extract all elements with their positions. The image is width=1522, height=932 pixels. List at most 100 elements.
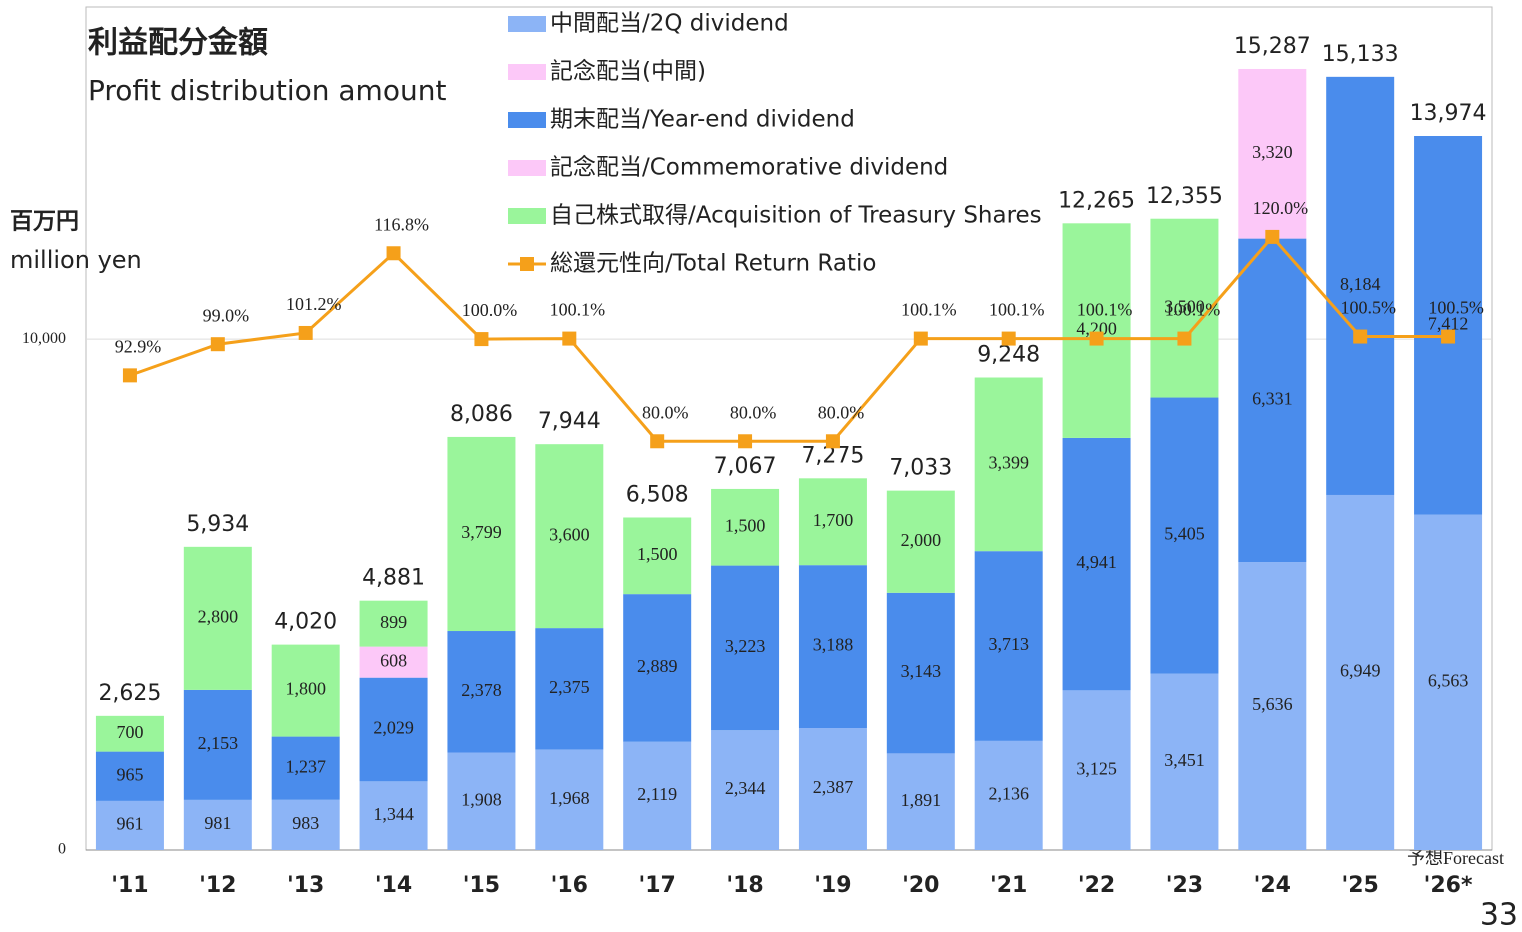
ratio-label: 80.0% [818,402,865,422]
segment-label: 4,200 [1076,319,1117,339]
bar-segment [1326,494,1395,850]
segment-label: 6,331 [1252,388,1293,408]
page-number: 33 [1480,898,1518,932]
bar-segment [271,736,340,800]
segment-label: 608 [380,650,407,670]
total-label: 5,934 [186,512,249,537]
bar-segment [711,565,780,731]
total-label: 7,033 [889,456,952,481]
x-tick-label: '21 [990,873,1027,898]
bar-segment [1150,218,1219,398]
total-label: 4,881 [362,566,425,591]
bar-segment [359,600,428,647]
legend-label: 記念配当/Commemorative dividend [550,155,948,181]
ratio-marker [386,246,401,261]
bar-segment [798,478,867,566]
segment-label: 1,891 [901,790,942,810]
segment-label: 2,029 [373,718,414,738]
ratio-label: 100.1% [1077,300,1133,320]
bar-segment [271,799,340,850]
ratio-label: 100.1% [901,300,957,320]
x-tick-label: '26* [1424,873,1473,898]
bar-segment [447,436,516,632]
total-label: 15,287 [1234,34,1311,59]
bar-segment [974,377,1043,552]
bar-segment [183,799,252,850]
segment-label: 981 [204,813,231,833]
segment-label: 2,119 [637,784,677,804]
x-tick-label: '13 [287,873,324,898]
ratio-marker [474,332,489,347]
bar-segment [359,677,428,782]
segment-label: 5,636 [1252,694,1293,714]
segment-label: 5,405 [1164,524,1205,544]
bar-segment [535,749,604,850]
bar-segment [535,444,604,629]
bar-segment [183,689,252,800]
ratio-label: 100.5% [1340,298,1396,318]
total-label: 7,067 [714,454,777,479]
bar-segment [95,715,164,752]
bar-segment [271,644,340,737]
segment-label: 2,375 [549,677,590,697]
x-tick-label: '15 [463,873,500,898]
segment-label: 2,136 [988,784,1029,804]
bar-segment [1062,223,1131,438]
segment-label: 3,125 [1076,758,1117,778]
ratio-label: 116.8% [374,214,429,234]
bar-segment [183,546,252,690]
legend-label: 総還元性向/Total Return Ratio [550,251,876,277]
ratio-marker [210,337,225,352]
y-axis-label: 百万円 [10,209,79,235]
segment-label: 3,223 [725,636,766,656]
legend-marker [520,257,534,271]
segment-label: 2,387 [813,777,854,797]
ratio-marker [1177,331,1192,346]
x-tick-label: '17 [639,873,676,898]
segment-label: 1,700 [813,510,854,530]
segment-label: 3,451 [1164,750,1205,770]
total-label: 7,944 [538,409,601,434]
x-tick-label: '19 [814,873,851,898]
x-tick-label: '11 [111,873,148,898]
ratio-label: 120.0% [1253,198,1309,218]
y-tick-label: 0 [58,841,66,858]
bar-segment [974,551,1043,741]
total-label: 4,020 [274,610,337,635]
chart-subtitle: Profit distribution amount [88,74,446,107]
bar-segment [1238,562,1307,850]
bar-segment [1414,136,1483,515]
legend-label: 期末配当/Year-end dividend [550,107,855,133]
total-label: 12,355 [1146,184,1223,209]
bar-segment [886,592,955,754]
bar-segment [623,594,692,742]
segment-label: 7,412 [1428,313,1469,333]
bar-segment [1326,76,1395,495]
bar-segment [1062,690,1131,850]
x-tick-label: '24 [1254,873,1291,898]
bar-segment [447,631,516,753]
bar-segment [798,728,867,850]
x-tick-label: '12 [199,873,236,898]
bar-segment [974,740,1043,850]
segment-label: 1,344 [373,804,414,824]
ratio-marker [1001,331,1016,346]
bar-segment [798,565,867,729]
ratio-label: 100.1% [1165,300,1221,320]
total-label: 2,625 [98,681,161,706]
bar-segment [447,752,516,850]
segment-label: 961 [116,814,143,834]
segment-label: 3,713 [988,634,1029,654]
ratio-marker [1265,229,1280,244]
segment-label: 2,378 [461,680,502,700]
total-label: 6,508 [626,483,689,508]
bar-segment [886,490,955,593]
segment-label: 2,153 [198,733,239,753]
legend-label: 記念配当(中間) [550,59,706,85]
total-label: 8,086 [450,402,513,427]
segment-label: 1,500 [637,544,678,564]
ratio-marker [298,325,313,340]
bar-segment [95,800,164,850]
legend-swatch [508,64,546,80]
total-label: 12,265 [1058,188,1135,213]
